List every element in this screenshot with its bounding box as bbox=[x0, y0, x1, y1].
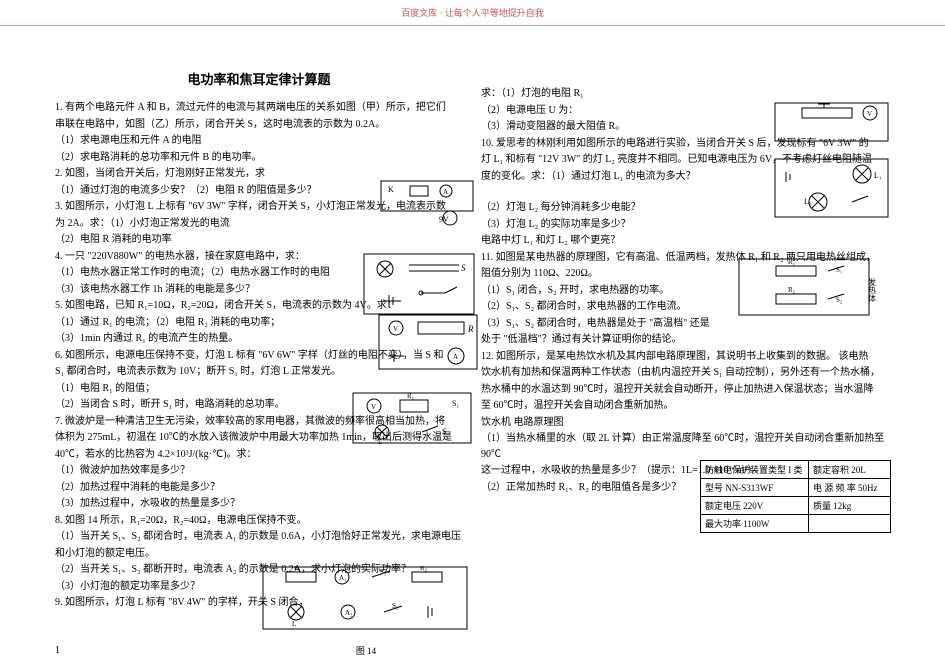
svg-text:S: S bbox=[461, 263, 466, 273]
body-line: （2）电阻 R 消耗的电功率 bbox=[55, 232, 463, 248]
svg-text:S₂: S₂ bbox=[836, 296, 843, 304]
circuit-q5-icon: V R A bbox=[378, 314, 478, 370]
body-line: 求：（1）灯泡的电阻 R₁ bbox=[481, 86, 889, 102]
body-line: （3）加热过程中，水吸收的热量是多少？ bbox=[55, 496, 463, 512]
page-title: 电功率和焦耳定律计算题 bbox=[55, 70, 463, 90]
svg-text:R₂: R₂ bbox=[420, 566, 428, 572]
svg-text:L₁: L₁ bbox=[874, 171, 882, 180]
header-bar: 百度文库 · 让每个人平等地提升自我 bbox=[0, 0, 945, 26]
header-text: 百度文库 · 让每个人平等地提升自我 bbox=[401, 6, 544, 19]
circuit-q10-top-icon: V bbox=[774, 102, 889, 142]
table-cell: 质量 12kg bbox=[809, 497, 891, 515]
body-line: （2）求电路消耗的总功率和元件 B 的电功率。 bbox=[55, 150, 463, 166]
circuit-q4-icon: S bbox=[363, 253, 475, 315]
svg-text:S₁: S₁ bbox=[380, 568, 386, 576]
body-line: （1）当热水桶里的水（取 2L 计算）由正常温度降至 60℃时，温控开关自动闭合… bbox=[481, 431, 889, 462]
svg-text:V: V bbox=[867, 110, 872, 118]
body-line: 和小灯泡的额定电压。 bbox=[55, 546, 463, 562]
svg-text:A: A bbox=[443, 188, 448, 196]
circuit-q10-bottom-icon: L₁ L₂ bbox=[774, 158, 889, 218]
svg-text:R₁: R₁ bbox=[407, 392, 414, 400]
circuit-q9-icon: R₁ A₁ S₁ R₂ L A₂ S₂ bbox=[262, 566, 468, 642]
svg-text:L₂: L₂ bbox=[804, 197, 812, 206]
body-line: （1）求电源电压和元件 A 的电阻 bbox=[55, 133, 463, 149]
body-line: 12. 如图所示，是某电热饮水机及其内部电路原理图，其说明书上收集到的数据。 该… bbox=[481, 349, 889, 365]
svg-text:R₂: R₂ bbox=[788, 286, 796, 294]
table-cell: 防触电保护装置类型 I 类 bbox=[701, 461, 809, 479]
figure-caption: 图 14 bbox=[346, 644, 386, 657]
table-cell: 电 源 频 率 50Hz bbox=[809, 479, 891, 497]
svg-text:K: K bbox=[388, 185, 394, 194]
svg-text:R₁: R₁ bbox=[294, 566, 301, 572]
page-number: 1 bbox=[55, 645, 60, 656]
table-cell: 额定容积 20L bbox=[809, 461, 891, 479]
table-cell bbox=[809, 515, 891, 533]
body-line: 饮水机 电路原理图 bbox=[481, 415, 889, 431]
svg-text:V: V bbox=[371, 403, 376, 411]
body-line: 40℃，若水的比热容为 4.2×10³J/(kg·℃)。求： bbox=[55, 447, 463, 463]
body-line: 热水桶中的水温达到 90℃时，温控开关就会自动断开，停止加热进入保温状态；当水温… bbox=[481, 382, 889, 398]
body-line: 至 60℃时，温控开关会自动闭合重新加热。 bbox=[481, 398, 889, 414]
body-line: 电路中灯 L₁ 和灯 L₂ 哪个更亮？ bbox=[481, 233, 889, 249]
svg-text:S: S bbox=[442, 427, 446, 436]
svg-text:V: V bbox=[393, 325, 398, 333]
table-cell: 型号 NN-S313WF bbox=[701, 479, 809, 497]
svg-text:发热体: 发热体 bbox=[868, 277, 877, 303]
svg-text:A₂: A₂ bbox=[345, 609, 353, 617]
spec-table: 防触电保护装置类型 I 类 额定容积 20L 型号 NN-S313WF 电 源 … bbox=[700, 460, 891, 533]
body-line: （1）微波炉加热效率是多少？ bbox=[55, 463, 463, 479]
table-cell: 额定电压 220V bbox=[701, 497, 809, 515]
body-line: 串联在电路中，如图（乙）所示，闭合开关 S，这时电流表的示数为 0.2A。 bbox=[55, 117, 463, 133]
table-cell: 最大功率 1100W bbox=[701, 515, 809, 533]
body-line: （3）灯泡 L₂ 的实际功率是多少？ bbox=[481, 217, 889, 233]
svg-text:R₁: R₁ bbox=[788, 258, 795, 266]
circuit-q11-icon: R₁ S₁ R₂ S₂ 发热体 bbox=[738, 258, 888, 316]
table-row: 最大功率 1100W bbox=[701, 515, 891, 533]
table-row: 型号 NN-S313WF 电 源 频 率 50Hz bbox=[701, 479, 891, 497]
svg-text:S₁: S₁ bbox=[452, 399, 459, 408]
svg-text:A₁: A₁ bbox=[339, 574, 347, 582]
body-line: 饮水机有加热和保温两种工作状态（由机内温控开关 S₁ 自动控制），另外还有一个热… bbox=[481, 365, 889, 381]
svg-text:L: L bbox=[292, 620, 296, 628]
body-line: （2）加热过程中消耗的电能是多少？ bbox=[55, 480, 463, 496]
svg-text:9V: 9V bbox=[439, 215, 449, 224]
body-line: 8. 如图 14 所示，R₁=20Ω，R₂=40Ω，电源电压保持不变。 bbox=[55, 513, 463, 529]
circuit-q6-icon: V R₁ S₁ L S bbox=[352, 392, 472, 444]
body-line: （3）S₁、S₂ 都闭合时，电热器是处于 "高温档" 还是 bbox=[481, 316, 889, 332]
table-row: 额定电压 220V 质量 12kg bbox=[701, 497, 891, 515]
body-line: 处于 "低温档"？通过有关计算证明你的结论。 bbox=[481, 332, 889, 348]
svg-text:L: L bbox=[378, 438, 382, 444]
svg-text:R: R bbox=[467, 324, 474, 334]
table-row: 防触电保护装置类型 I 类 额定容积 20L bbox=[701, 461, 891, 479]
circuit-q2-icon: K A 9V bbox=[380, 180, 474, 226]
body-line: 1. 有两个电路元件 A 和 B，流过元件的电流与其两端电压的关系如图（甲）所示… bbox=[55, 100, 463, 116]
body-line: （1）当开关 S₁、S₂ 都闭合时，电流表 A₁ 的示数是 0.6A，小灯泡恰好… bbox=[55, 529, 463, 545]
svg-text:A: A bbox=[453, 353, 458, 361]
